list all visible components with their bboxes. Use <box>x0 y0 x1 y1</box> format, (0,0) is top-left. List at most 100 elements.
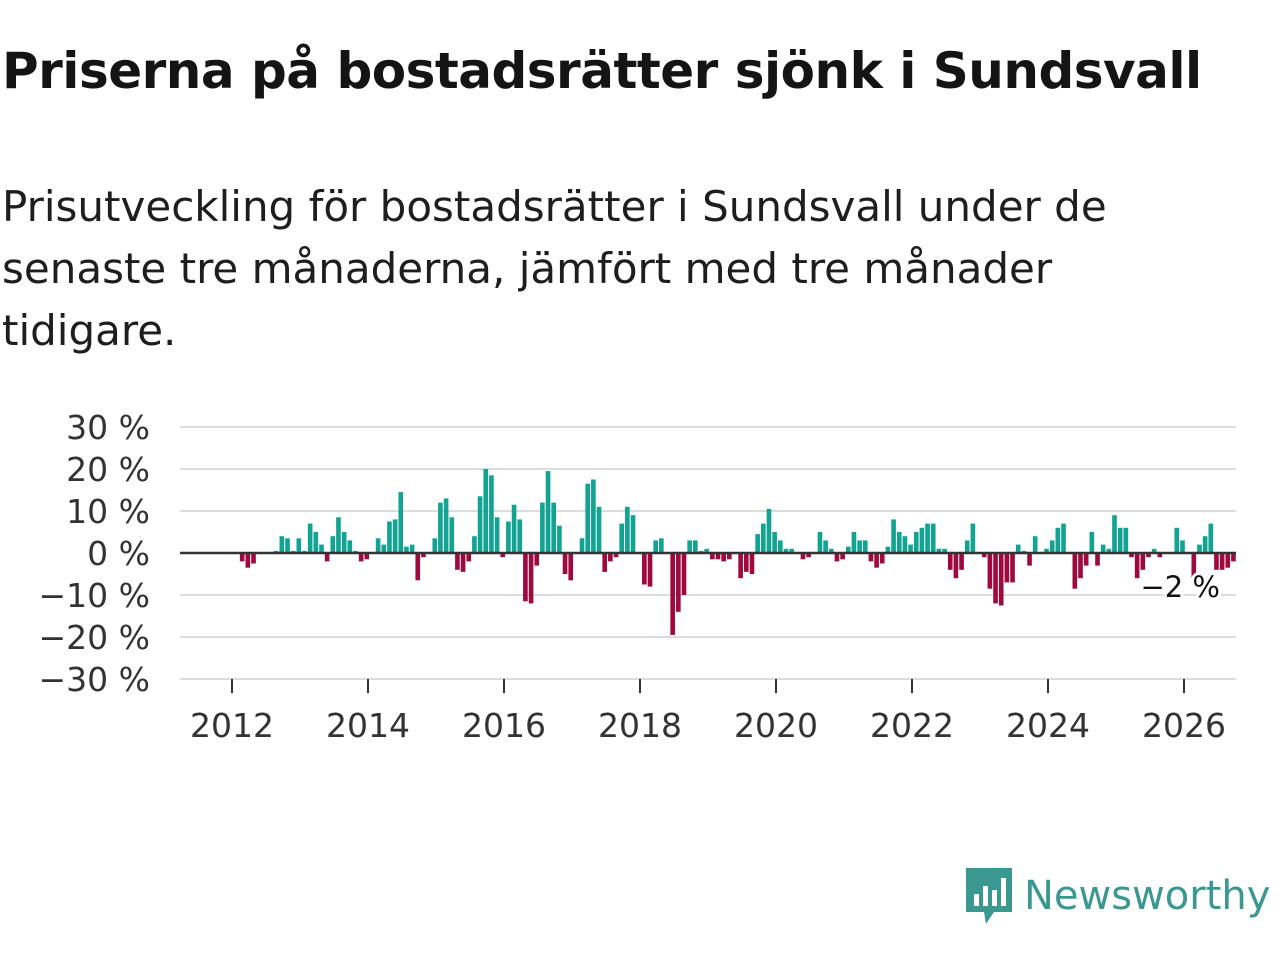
grid-lines <box>180 426 1236 680</box>
bar <box>630 515 636 553</box>
bar <box>1032 536 1038 553</box>
bar <box>891 519 896 553</box>
bar <box>710 553 715 560</box>
bar <box>959 553 964 570</box>
x-tick-label: 2024 <box>1006 706 1090 745</box>
bar <box>579 538 585 553</box>
bar <box>324 553 330 562</box>
bar <box>659 538 664 553</box>
bar <box>687 540 692 553</box>
bar <box>902 536 908 553</box>
bar <box>676 553 681 612</box>
bar <box>296 538 302 553</box>
bar <box>851 532 857 553</box>
bar <box>494 517 500 553</box>
bar <box>1044 548 1049 553</box>
bar <box>862 540 868 553</box>
bar <box>381 544 387 553</box>
bar <box>511 504 517 553</box>
bar <box>834 553 840 562</box>
chart-title: Priserna på bostadsrätter sjönk i Sundsv… <box>2 42 1202 100</box>
bar <box>1123 527 1129 553</box>
bar <box>727 553 732 560</box>
x-tick-label: 2020 <box>734 706 818 745</box>
bar <box>693 540 698 553</box>
bar <box>647 553 653 587</box>
bar <box>828 548 834 553</box>
bar <box>1180 540 1185 553</box>
newsworthy-logo-icon <box>966 868 1012 924</box>
bar <box>336 517 341 553</box>
bar <box>313 532 319 553</box>
bar <box>942 548 947 553</box>
bar <box>715 553 721 560</box>
bar <box>551 502 557 553</box>
bar <box>817 532 823 553</box>
bar <box>1202 536 1208 553</box>
bar <box>1231 553 1236 562</box>
bar <box>347 540 353 553</box>
bar <box>1214 553 1219 570</box>
bar <box>596 506 602 553</box>
bar-chart: 30 %20 %10 %0 %−10 %−20 %−30 % 2012 2014 20… <box>39 408 1236 745</box>
y-tick-label: −20 % <box>39 618 151 657</box>
bar <box>749 553 755 574</box>
bar <box>1225 553 1231 568</box>
bar <box>398 492 404 553</box>
bar <box>772 532 777 553</box>
bar <box>857 540 862 553</box>
bar <box>681 553 687 595</box>
bar <box>868 553 874 562</box>
y-tick-label: 10 % <box>66 492 150 531</box>
bar <box>455 553 460 570</box>
bar <box>919 527 925 553</box>
bar <box>953 553 959 579</box>
bar <box>557 525 562 553</box>
bar <box>625 506 630 553</box>
bar <box>925 523 930 553</box>
bar <box>1197 544 1202 553</box>
y-tick-label: −10 % <box>39 576 151 615</box>
bar <box>1117 527 1123 553</box>
bar <box>1055 527 1061 553</box>
bar <box>1151 548 1157 553</box>
chart-subtitle: Prisutveckling för bostadsrätter i Sunds… <box>2 182 1107 355</box>
bar <box>1106 548 1112 553</box>
bar <box>908 544 913 553</box>
x-tick-label: 2012 <box>190 706 274 745</box>
y-tick-label: 30 % <box>66 408 150 447</box>
bar <box>840 553 845 560</box>
x-tick-label: 2014 <box>326 706 410 745</box>
bar <box>438 502 443 553</box>
bar <box>970 523 976 553</box>
bar <box>619 523 625 553</box>
bar <box>1083 553 1089 566</box>
newsworthy-logo: Newsworthy <box>964 866 1270 926</box>
bar <box>364 553 370 560</box>
bar <box>460 553 466 572</box>
bar <box>404 546 409 553</box>
bar <box>964 540 970 553</box>
brand-name: Newsworthy <box>1024 873 1271 919</box>
bar <box>879 553 885 564</box>
bar <box>1078 553 1083 579</box>
bar <box>1027 553 1032 566</box>
bar <box>806 553 811 558</box>
bar <box>670 553 675 635</box>
bar <box>947 553 953 570</box>
bar <box>466 553 472 562</box>
bar <box>885 546 891 553</box>
bar <box>993 553 998 604</box>
bar <box>1095 553 1100 566</box>
bar <box>585 483 591 553</box>
bar <box>285 538 290 553</box>
bar <box>721 553 726 562</box>
bar <box>613 553 619 558</box>
bar <box>545 471 551 553</box>
y-tick-label: 20 % <box>66 450 150 489</box>
bar <box>1089 532 1095 553</box>
bar <box>1157 553 1163 558</box>
bar <box>930 523 936 553</box>
bar <box>387 521 392 553</box>
end-value-label: −2 % <box>1140 570 1220 604</box>
